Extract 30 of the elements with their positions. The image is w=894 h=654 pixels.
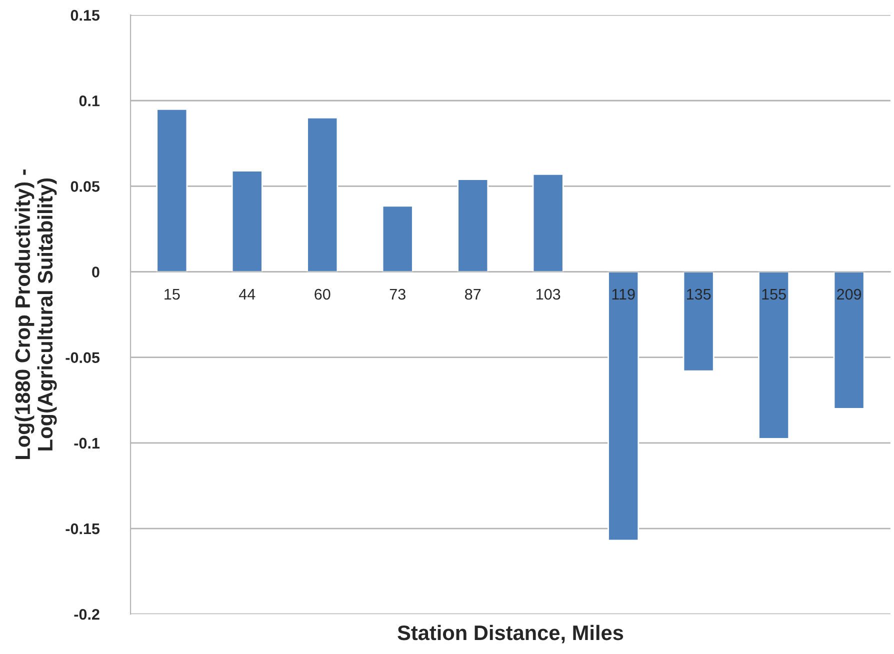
x-tick-label: 15 [164,289,180,300]
y-tick-label: -0.2 [74,608,100,620]
bar [532,174,564,272]
bar [682,271,714,372]
x-tick-label: 73 [390,288,406,300]
bar [457,178,489,272]
x-tick-label: 44 [238,289,256,300]
y-axis-title: Log(1880 Crop Productivity) - Log(Agricultural Suitability) [14,170,57,460]
x-tick-label: 209 [837,288,862,300]
x-tick-label: 135 [686,288,711,300]
bar [608,271,640,542]
bar [833,271,865,410]
y-tick-label: 0.05 [70,181,100,192]
y-tick-label: 0.1 [79,95,100,106]
x-axis-title: Station Distance, Miles [398,624,624,644]
x-tick-label: 119 [612,288,635,300]
x-tick-label: 60 [314,288,330,300]
bar [306,117,338,272]
x-tick-label: 155 [762,289,786,300]
x-tick-label: 87 [465,288,481,300]
bar [231,170,263,272]
bar [156,108,188,272]
y-tick-label: 0.15 [70,10,100,21]
y-tick-label: -0.1 [74,438,100,449]
bar [758,271,790,440]
x-tick-label: 103 [536,288,560,300]
y-tick-label: -0.15 [66,523,100,534]
y-tick-label: -0.05 [66,352,100,364]
y-tick-label: 0 [92,266,100,278]
bar [382,205,414,272]
